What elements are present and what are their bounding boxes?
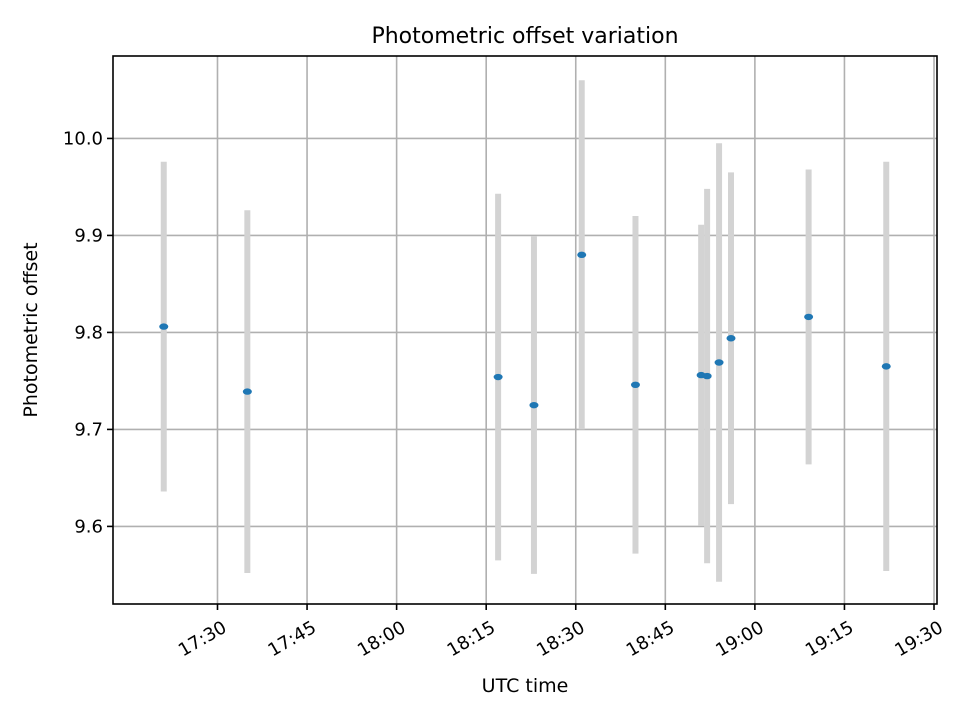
data-point <box>159 323 169 330</box>
x-tick-label: 18:15 <box>444 617 499 661</box>
data-points <box>159 251 891 409</box>
x-axis-label: UTC time <box>482 675 569 697</box>
x-tick-label: 19:15 <box>802 617 857 661</box>
plot-frame <box>112 55 938 605</box>
x-tick-label: 17:45 <box>264 617 319 661</box>
data-point <box>726 335 736 342</box>
y-tick-label: 9.6 <box>74 516 103 537</box>
y-tick-label: 9.7 <box>74 419 103 440</box>
data-point <box>242 388 252 395</box>
data-point <box>529 401 539 409</box>
axis-ticks: 17:30 17:45 18:00 18:15 18:30 18:45 19:00 19:15… <box>63 128 947 661</box>
data-point <box>577 251 587 259</box>
chart-title: Photometric offset variation <box>371 24 678 49</box>
x-tick-label: 18:00 <box>354 617 409 661</box>
y-tick-label: 9.9 <box>74 225 103 246</box>
data-point <box>702 372 712 380</box>
data-point <box>630 381 640 388</box>
y-axis-label: Photometric offset <box>20 242 42 417</box>
grid <box>113 56 937 604</box>
x-tick-label: 18:30 <box>533 617 588 661</box>
data-point <box>804 313 814 321</box>
x-tick-label: 19:00 <box>712 617 767 661</box>
data-point <box>493 373 503 381</box>
y-tick-label: 10.0 <box>63 128 103 149</box>
x-tick-label: 17:30 <box>175 617 230 661</box>
y-tick-label: 9.8 <box>74 322 103 343</box>
x-tick-label: 18:45 <box>623 617 678 661</box>
x-tick-label: 19:30 <box>891 617 946 661</box>
data-point <box>881 363 891 370</box>
data-point <box>714 359 724 366</box>
error-bars <box>160 80 890 582</box>
